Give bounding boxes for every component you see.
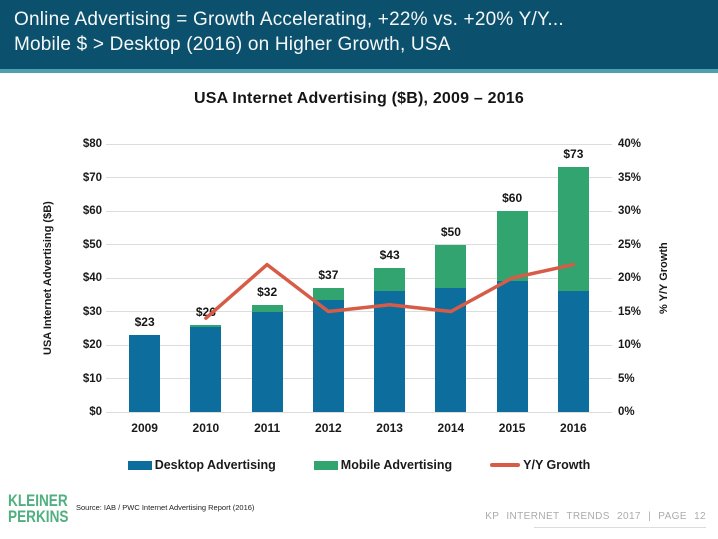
legend-item-desktop: Desktop Advertising: [127, 458, 276, 472]
left-axis-tick-label: $70: [82, 171, 102, 184]
left-axis-tick-label: $60: [82, 205, 102, 217]
mobile-bar-segment: [190, 324, 222, 327]
legend-label-growth: Y/Y Growth: [523, 458, 591, 472]
left-axis-tick-label: $10: [82, 372, 102, 385]
bar-total-label: $32: [257, 284, 278, 299]
source-note: Source: IAB / PWC Internet Advertising R…: [76, 503, 255, 512]
right-axis-tick-label: 30%: [618, 205, 642, 217]
right-axis-title: % Y/Y Growth: [658, 242, 670, 314]
desktop-bar-segment: [190, 326, 222, 412]
mobile-bar-segment: [312, 288, 344, 300]
gridline: [106, 311, 612, 312]
gridline: [106, 344, 612, 346]
x-axis-tick-label: 2009: [131, 421, 158, 435]
desktop-bar-segment: [129, 334, 161, 412]
right-axis-tick-label: 10%: [618, 339, 642, 351]
gridline: [106, 411, 612, 413]
left-axis-title: USA Internet Advertising ($B): [42, 201, 54, 355]
gridline: [106, 143, 612, 145]
right-axis-tick-label: 15%: [618, 305, 642, 318]
page-info: KP INTERNET TRENDS 2017 | PAGE 12: [485, 511, 706, 522]
legend-item-mobile: Mobile Advertising: [313, 458, 453, 472]
mobile-bar-segment: [251, 304, 283, 312]
bar-total-label: $73: [563, 147, 584, 162]
left-axis-tick-label: $50: [82, 238, 102, 251]
legend-label-mobile: Mobile Advertising: [340, 458, 453, 472]
right-axis-tick-label: 5%: [618, 372, 635, 385]
right-axis-tick-label: 20%: [618, 272, 642, 284]
gridline: [106, 277, 612, 279]
legend: Desktop Advertising Mobile Advertising Y…: [114, 458, 604, 472]
x-axis-tick-label: 2011: [254, 421, 281, 435]
bar-total-label: $50: [440, 224, 461, 239]
logo-line2: PERKINS: [8, 507, 69, 526]
page-info-divider: [534, 527, 706, 528]
right-axis-tick-label: 0%: [618, 406, 635, 418]
right-axis-tick-label: 25%: [618, 238, 642, 251]
right-axis-tick-label: 40%: [618, 138, 642, 150]
x-axis-tick-label: 2015: [498, 421, 526, 435]
yy-growth-line: [204, 262, 576, 320]
gridline: [106, 210, 612, 212]
mobile-bar-segment: [496, 211, 528, 282]
x-axis-tick-label: 2010: [192, 421, 220, 435]
slide-header: Online Advertising = Growth Accelerating…: [0, 0, 718, 73]
x-axis-tick-label: 2014: [437, 421, 465, 435]
mobile-bar-segment: [435, 244, 467, 289]
desktop-bar-segment: [557, 291, 589, 412]
desktop-advertising-swatch-icon: [127, 460, 152, 470]
bar-total-label: $23: [134, 314, 155, 329]
left-axis-tick-label: $20: [82, 339, 102, 351]
mobile-advertising-swatch-icon: [313, 460, 338, 470]
right-axis-tick-label: 35%: [618, 171, 642, 184]
bar-total-label: $43: [379, 247, 400, 262]
x-axis-tick-label: 2012: [315, 421, 342, 435]
bar-total-label: $37: [318, 268, 339, 283]
legend-item-growth: Y/Y Growth: [490, 458, 590, 472]
left-axis-tick-label: $40: [82, 272, 102, 284]
mobile-bar-segment: [374, 267, 406, 292]
desktop-bar-segment: [496, 281, 528, 412]
gridline: [106, 244, 612, 245]
header-title-line2: Mobile $ > Desktop (2016) on Higher Grow…: [14, 34, 451, 55]
header-title-line1: Online Advertising = Growth Accelerating…: [14, 9, 564, 30]
mobile-bar-segment: [557, 167, 589, 292]
left-axis-tick-label: $0: [89, 406, 102, 418]
left-axis-tick-label: $30: [82, 305, 102, 318]
gridline: [106, 177, 612, 178]
yy-growth-line-swatch-icon: [490, 463, 521, 467]
legend-label-desktop: Desktop Advertising: [154, 458, 276, 472]
logo-line1: KLEINER: [8, 491, 68, 510]
desktop-bar-segment: [374, 291, 406, 412]
plot-area: $0 0% $10 5% $20 10% $30 15% $40 20% $50 25% $60 30% $…: [83, 138, 641, 435]
desktop-bar-segment: [251, 311, 283, 412]
gridline: [106, 378, 612, 379]
bar-total-label: $60: [502, 191, 523, 205]
kleiner-perkins-logo: KLEINER PERKINS: [8, 491, 69, 526]
x-axis-tick-label: 2016: [560, 421, 587, 435]
desktop-bar-segment: [312, 299, 344, 412]
left-axis-tick-label: $80: [82, 138, 102, 150]
x-axis-tick-label: 2013: [376, 421, 403, 435]
chart-title: USA Internet Advertising ($B), 2009 – 20…: [194, 90, 524, 107]
